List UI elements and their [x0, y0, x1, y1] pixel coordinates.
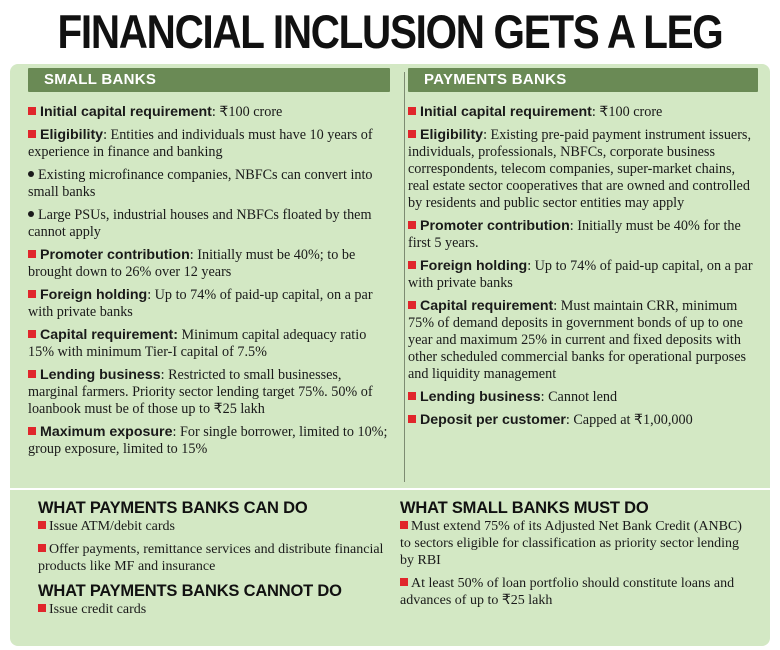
bullet-square-icon — [28, 130, 36, 138]
item-text: Large PSUs, industrial houses and NBFCs … — [28, 207, 372, 240]
payments-banks-summary: WHAT PAYMENTS BANKS CAN DO Issue ATM/deb… — [38, 498, 398, 624]
bullet-square-icon — [38, 521, 46, 529]
bullet-square-icon — [408, 415, 416, 423]
payments-banks-item: Deposit per customer: Capped at ₹1,00,00… — [408, 412, 758, 429]
item-heading: Lending business — [420, 389, 541, 405]
payments-banks-item: Initial capital requirement: ₹100 crore — [408, 104, 758, 121]
must-do-title: WHAT SMALL BANKS MUST DO — [400, 499, 649, 517]
item-text: : For single borrower, limited to 10%; g… — [28, 424, 388, 457]
item-text: : Restricted to small businesses, margin… — [28, 367, 373, 417]
item-text: : Up to 74% of paid-up capital, on a par… — [28, 287, 373, 320]
small-banks-list: Initial capital requirement: ₹100 crore E… — [28, 104, 390, 458]
can-do-item: Issue ATM/debit cards — [38, 518, 398, 535]
item-text: Existing microfinance companies, NBFCs c… — [28, 167, 373, 200]
summary-section: WHAT PAYMENTS BANKS CAN DO Issue ATM/deb… — [10, 488, 770, 648]
item-heading: Eligibility — [40, 127, 104, 143]
bullet-square-icon — [28, 330, 36, 338]
item-text: : Must maintain CRR, minimum 75% of dema… — [408, 298, 747, 382]
small-banks-item: Initial capital requirement: ₹100 crore — [28, 104, 390, 121]
small-banks-item: Promoter contribution: Initially must be… — [28, 247, 390, 281]
small-banks-header: SMALL BANKS — [28, 68, 390, 92]
small-banks-item: Existing microfinance companies, NBFCs c… — [28, 167, 390, 201]
payments-banks-item: Promoter contribution: Initially must be… — [408, 218, 758, 252]
item-text: : Cannot lend — [540, 389, 618, 405]
item-text: At least 50% of loan portfolio should co… — [400, 576, 735, 608]
item-text: Offer payments, remittance services and … — [38, 542, 384, 574]
item-heading: Eligibility — [420, 127, 484, 143]
item-text: Minimum capital adequacy ratio 15% with … — [28, 327, 367, 360]
bullet-square-icon — [38, 604, 46, 612]
bullet-square-icon — [28, 290, 36, 298]
item-heading: Foreign holding — [420, 258, 528, 274]
must-do-list: Must extend 75% of its Adjusted Net Bank… — [400, 518, 750, 609]
item-text: Issue credit cards — [49, 602, 147, 617]
payments-banks-item: Lending business: Cannot lend — [408, 389, 758, 406]
item-text: : Existing pre-paid payment instrument i… — [408, 127, 752, 211]
bullet-square-icon — [408, 301, 416, 309]
must-do-item: At least 50% of loan portfolio should co… — [400, 575, 750, 609]
small-banks-summary: WHAT SMALL BANKS MUST DO Must extend 75%… — [400, 498, 750, 615]
can-do-list: Issue ATM/debit cards Offer payments, rem… — [38, 518, 398, 575]
infographic-panel: SMALL BANKS Initial capital requirement:… — [10, 64, 770, 646]
payments-banks-item: Eligibility: Existing pre-paid payment i… — [408, 127, 758, 212]
can-do-title: WHAT PAYMENTS BANKS CAN DO — [38, 499, 308, 517]
bullet-square-icon — [408, 261, 416, 269]
item-text: : ₹100 crore — [591, 104, 663, 120]
bullet-square-icon — [408, 392, 416, 400]
payments-banks-list: Initial capital requirement: ₹100 crore E… — [408, 104, 758, 429]
item-text: Must extend 75% of its Adjusted Net Bank… — [400, 519, 742, 568]
item-heading: Initial capital requirement — [40, 104, 212, 120]
bullet-dot-icon — [28, 171, 34, 177]
small-banks-item: Lending business: Restricted to small bu… — [28, 367, 390, 418]
bullet-square-icon — [400, 521, 408, 529]
item-text: : ₹100 crore — [211, 104, 283, 120]
bullet-dot-icon — [28, 211, 34, 217]
item-heading: Initial capital requirement — [420, 104, 592, 120]
small-banks-item: Large PSUs, industrial houses and NBFCs … — [28, 207, 390, 241]
item-text: : Capped at ₹1,00,000 — [565, 412, 693, 428]
item-heading: Promoter contribution — [40, 247, 190, 263]
item-text: : Up to 74% of paid-up capital, on a par… — [408, 258, 753, 291]
payments-banks-item: Foreign holding: Up to 74% of paid-up ca… — [408, 258, 758, 292]
small-banks-column: SMALL BANKS Initial capital requirement:… — [28, 68, 390, 546]
cannot-do-title: WHAT PAYMENTS BANKS CANNOT DO — [38, 582, 342, 600]
item-text: : Initially must be 40%; to be brought d… — [28, 247, 356, 280]
bullet-square-icon — [28, 250, 36, 258]
item-heading: Capital requirement: — [40, 327, 178, 343]
small-banks-item: Foreign holding: Up to 74% of paid-up ca… — [28, 287, 390, 321]
small-banks-item: Eligibility: Entities and individuals mu… — [28, 127, 390, 161]
small-banks-item: Capital requirement: Minimum capital ade… — [28, 327, 390, 361]
item-text: Issue ATM/debit cards — [49, 519, 175, 534]
bullet-square-icon — [28, 370, 36, 378]
item-text: : Entities and individuals must have 10 … — [28, 127, 373, 160]
item-heading: Maximum exposure — [40, 424, 173, 440]
page-title: FINANCIAL INCLUSION GETS A LEG UP — [57, 5, 724, 110]
item-heading: Foreign holding — [40, 287, 148, 303]
cannot-do-list: Issue credit cards — [38, 601, 398, 618]
must-do-item: Must extend 75% of its Adjusted Net Bank… — [400, 518, 750, 569]
payments-banks-header: PAYMENTS BANKS — [408, 68, 758, 92]
bullet-square-icon — [28, 107, 36, 115]
bullet-square-icon — [408, 130, 416, 138]
can-do-item: Offer payments, remittance services and … — [38, 541, 398, 575]
bullet-square-icon — [408, 221, 416, 229]
small-banks-item: Maximum exposure: For single borrower, l… — [28, 424, 390, 458]
cannot-do-item: Issue credit cards — [38, 601, 398, 618]
item-heading: Lending business — [40, 367, 161, 383]
bullet-square-icon — [408, 107, 416, 115]
item-heading: Deposit per customer — [420, 412, 566, 428]
payments-banks-item: Capital requirement: Must maintain CRR, … — [408, 298, 758, 383]
payments-banks-column: PAYMENTS BANKS Initial capital requireme… — [408, 68, 758, 546]
column-divider — [404, 72, 405, 482]
item-heading: Capital requirement — [420, 298, 554, 314]
bullet-square-icon — [400, 578, 408, 586]
bullet-square-icon — [38, 544, 46, 552]
item-heading: Promoter contribution — [420, 218, 570, 234]
bullet-square-icon — [28, 427, 36, 435]
item-text: : Initially must be 40% for the first 5 … — [408, 218, 741, 251]
